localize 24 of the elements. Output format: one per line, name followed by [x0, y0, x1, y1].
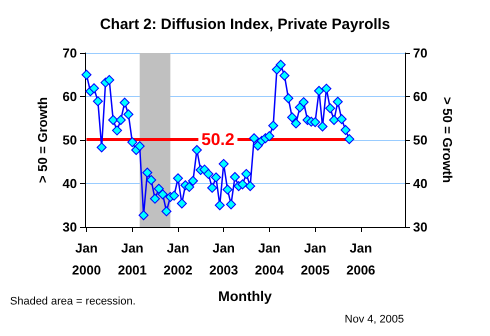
y2-axis-title: > 50 = Growth — [440, 97, 455, 184]
x-tick-label: Jan 2001 — [118, 240, 147, 278]
y2-tick-label: 60 — [413, 89, 428, 104]
chart-title: Chart 2: Diffusion Index, Private Payrolls — [100, 16, 390, 33]
y2-tick-label: 40 — [413, 176, 428, 191]
y2-tick-label: 70 — [413, 46, 428, 60]
x-tick-label: Jan 2005 — [300, 240, 330, 278]
y-tick-label: 30 — [62, 220, 77, 234]
text: Shaded area = recession. — [10, 296, 136, 308]
x-tick-label: Jan 2002 — [164, 240, 192, 278]
x-tick-label: Jan 2004 — [254, 240, 285, 278]
y-axis-title: > 50 = Growth — [35, 96, 50, 183]
y-tick-label: 60 — [62, 89, 77, 104]
y2-tick-label: 30 — [413, 220, 428, 234]
y-tick-label: 40 — [62, 176, 77, 191]
x-tick-label: Jan 2003 — [209, 240, 238, 278]
text: Nov 4, 2005 — [344, 314, 404, 326]
x-tick-label: Jan 2000 — [72, 240, 101, 278]
x-tick-label: Jan 2006 — [346, 240, 376, 278]
y-tick-label: 70 — [62, 46, 77, 60]
ref-line-label: 50.2 — [201, 130, 234, 150]
y2-tick-label: 50 — [413, 132, 428, 148]
x-axis-title: Monthly — [218, 288, 272, 304]
y-tick-label: 50 — [62, 132, 77, 148]
